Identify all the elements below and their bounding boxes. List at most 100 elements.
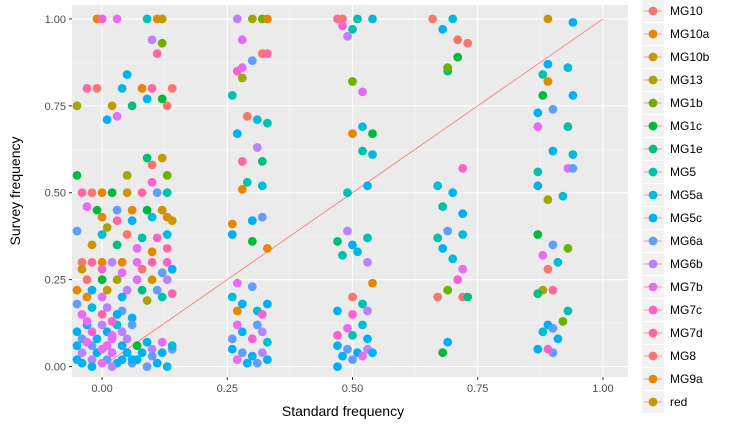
data-point — [87, 303, 97, 312]
data-point — [117, 292, 127, 302]
data-point — [157, 94, 167, 104]
data-point — [127, 216, 137, 226]
data-point — [82, 317, 92, 326]
data-point — [112, 205, 122, 215]
data-point — [538, 250, 548, 260]
data-point — [227, 219, 237, 229]
data-point — [87, 285, 97, 295]
data-point — [237, 35, 247, 45]
legend-label: MG7b — [670, 280, 703, 294]
reference-line — [101, 18, 604, 367]
legend-key-point — [648, 29, 658, 39]
data-point — [333, 362, 342, 371]
data-point — [443, 63, 453, 72]
data-point — [102, 285, 112, 295]
data-point — [157, 292, 167, 302]
data-point — [428, 14, 437, 24]
data-point — [137, 188, 147, 198]
data-point — [237, 327, 247, 337]
data-point — [142, 14, 152, 24]
data-point — [363, 334, 372, 344]
data-points — [72, 14, 578, 371]
data-point — [122, 348, 132, 358]
legend-label: MG6b — [670, 257, 703, 271]
data-point — [112, 275, 122, 285]
data-point — [87, 240, 97, 250]
data-point — [242, 177, 252, 187]
data-point — [72, 299, 82, 309]
data-point — [368, 348, 377, 358]
data-point — [107, 330, 117, 340]
data-point — [543, 77, 553, 86]
data-point — [107, 188, 117, 198]
data-point — [97, 257, 107, 267]
data-point — [358, 351, 367, 361]
data-point — [348, 77, 357, 86]
data-point — [358, 320, 367, 330]
data-point — [438, 348, 448, 358]
data-point — [97, 275, 107, 285]
data-point — [553, 257, 563, 267]
data-point — [242, 111, 252, 121]
data-point — [97, 320, 107, 330]
data-point — [157, 205, 167, 215]
data-point — [147, 257, 157, 267]
legend-label: MG1b — [670, 96, 703, 110]
data-point — [162, 188, 172, 198]
data-point — [152, 233, 162, 243]
data-point — [112, 240, 122, 250]
data-point — [533, 344, 543, 354]
data-point — [363, 306, 372, 316]
data-point — [77, 257, 87, 267]
data-point — [343, 31, 352, 41]
data-point — [443, 285, 453, 295]
data-point — [533, 289, 543, 298]
data-point — [137, 233, 147, 243]
data-point — [257, 327, 267, 337]
data-point — [127, 320, 137, 330]
data-point — [237, 157, 247, 166]
data-point — [137, 348, 147, 358]
data-point — [568, 150, 578, 159]
data-point — [232, 355, 242, 364]
data-point — [97, 292, 107, 302]
data-point — [448, 188, 458, 198]
y-tick-label: 0.25 — [45, 275, 66, 287]
data-point — [448, 254, 458, 264]
data-point — [122, 171, 132, 180]
data-point — [263, 299, 272, 309]
data-point — [363, 233, 372, 243]
data-point — [142, 337, 152, 347]
data-point — [453, 52, 463, 62]
data-point — [358, 87, 367, 97]
data-point — [247, 282, 257, 291]
data-point — [147, 84, 157, 93]
data-point — [92, 334, 102, 344]
data-point — [232, 320, 242, 330]
data-point — [568, 18, 578, 27]
legend: MG10 MG10a MG10b MG13 MG1b MG1c MG1e MG5 MG5a MG5… — [642, 0, 710, 413]
data-point — [162, 101, 172, 111]
data-point — [167, 264, 177, 274]
data-point — [77, 348, 87, 358]
data-point — [333, 330, 342, 340]
data-point — [247, 216, 257, 226]
data-point — [162, 244, 172, 253]
y-axis-title: Survey frequency — [7, 137, 23, 246]
legend-label: MG5c — [670, 211, 702, 225]
data-point — [137, 285, 147, 295]
data-point — [232, 306, 242, 316]
data-point — [563, 244, 573, 253]
data-point — [167, 216, 177, 226]
data-point — [162, 362, 172, 371]
data-point — [117, 268, 127, 278]
data-point — [142, 296, 152, 305]
legend-key-point — [648, 236, 658, 246]
data-point — [252, 143, 262, 152]
x-tick-label: 0.75 — [467, 383, 488, 395]
y-axis-ticks: 0.00 0.25 0.50 0.75 1.00 — [45, 14, 72, 374]
data-point — [117, 327, 127, 337]
data-point — [227, 334, 237, 344]
data-point — [338, 351, 347, 361]
